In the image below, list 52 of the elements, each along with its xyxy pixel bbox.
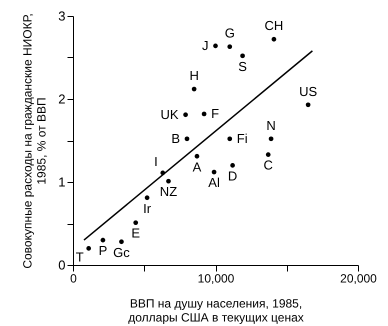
point (212, 170, 216, 174)
x-axis-title: ВВП на душу населения, 1985, доллары США в текущих ценах (128, 296, 304, 324)
data-label: E (131, 226, 140, 241)
point (227, 136, 232, 142)
data-label: P (98, 243, 108, 258)
data-label: CH (264, 18, 284, 34)
data-label: G (224, 26, 235, 41)
data-label: NZ (160, 184, 178, 200)
point (194, 154, 200, 159)
point (183, 112, 188, 118)
x-tick-label: 10,000 (198, 272, 235, 286)
point (306, 102, 310, 108)
data-label: J (202, 38, 208, 53)
point (266, 152, 271, 157)
data-label: Al (208, 175, 220, 190)
data-label: Fi (236, 130, 248, 146)
data-label: N (266, 118, 276, 133)
x-tick-label: 20,000 (340, 272, 378, 286)
point (227, 44, 232, 50)
y-tick-label: 2 (58, 92, 66, 106)
data-label: F (211, 106, 220, 121)
point (240, 54, 245, 58)
point (230, 163, 235, 168)
point (144, 195, 150, 200)
point (213, 44, 218, 48)
point (100, 238, 106, 242)
data-label: US (299, 84, 318, 99)
data-label: H (189, 68, 199, 84)
y-axis-title: Совокупные расходы на гражданские НИОКР, 1985, % от ВВП (20, 13, 48, 269)
point (272, 36, 276, 42)
data-label: UK (160, 106, 179, 122)
x-tick-label: 0 (70, 272, 78, 286)
y-tick-label: 3 (58, 8, 66, 24)
point (166, 178, 171, 184)
point (192, 86, 196, 92)
data-label: D (228, 168, 238, 184)
data-label: B (171, 130, 180, 146)
data-label: S (238, 58, 248, 74)
point (202, 112, 206, 116)
data-label: I (154, 154, 158, 169)
data-label: T (76, 249, 84, 264)
point (86, 246, 92, 251)
point (268, 136, 274, 142)
y-tick-label: 0 (58, 258, 66, 272)
data-label: Ir (143, 200, 152, 216)
data-label: C (264, 158, 273, 173)
data-label: Gc (113, 244, 130, 260)
point (133, 220, 138, 226)
data-label: A (192, 159, 202, 174)
point (184, 136, 190, 142)
y-tick-label: 1 (58, 174, 66, 190)
point (119, 239, 124, 244)
